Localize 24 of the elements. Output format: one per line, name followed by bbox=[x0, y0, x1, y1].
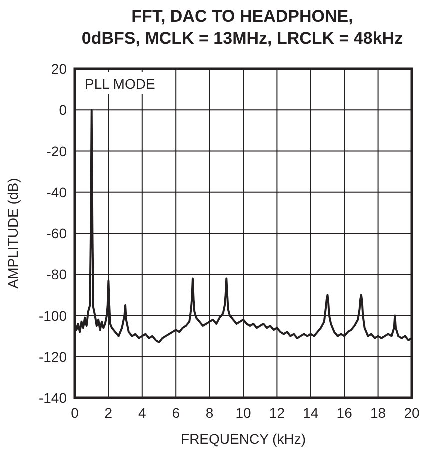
x-tick-label: 16 bbox=[336, 405, 353, 421]
y-tick-label: -60 bbox=[46, 226, 68, 242]
x-tick-label: 8 bbox=[206, 405, 214, 421]
y-tick-label: -80 bbox=[46, 266, 68, 283]
y-tick-label: -100 bbox=[38, 308, 68, 324]
x-tick-label: 20 bbox=[404, 405, 420, 421]
x-tick-label: 2 bbox=[104, 405, 113, 421]
x-tick-label: 14 bbox=[303, 405, 319, 421]
x-axis-title: FREQUENCY (kHz) bbox=[181, 431, 306, 447]
x-tick-label: 4 bbox=[138, 405, 146, 421]
y-tick-label: -40 bbox=[46, 184, 68, 200]
y-tick-label: -20 bbox=[46, 143, 68, 160]
x-tick-label: 6 bbox=[172, 405, 180, 421]
x-tick-label: 10 bbox=[236, 405, 252, 421]
y-tick-label: 20 bbox=[51, 61, 68, 77]
x-tick-label: 0 bbox=[71, 405, 80, 421]
y-axis-title: AMPLITUDE (dB) bbox=[5, 178, 21, 289]
y-tick-label: -120 bbox=[38, 348, 68, 365]
x-tick-label: 18 bbox=[370, 405, 386, 421]
x-tick-label: 12 bbox=[269, 405, 286, 421]
y-tick-label: -140 bbox=[38, 390, 68, 406]
annotation: PLL MODE bbox=[85, 76, 156, 92]
chart-title: FFT, DAC TO HEADPHONE, 0dBFS, MCLK = 13MHz, LRCLK = 48kHz bbox=[82, 7, 404, 48]
y-tick-label: 0 bbox=[59, 102, 68, 118]
